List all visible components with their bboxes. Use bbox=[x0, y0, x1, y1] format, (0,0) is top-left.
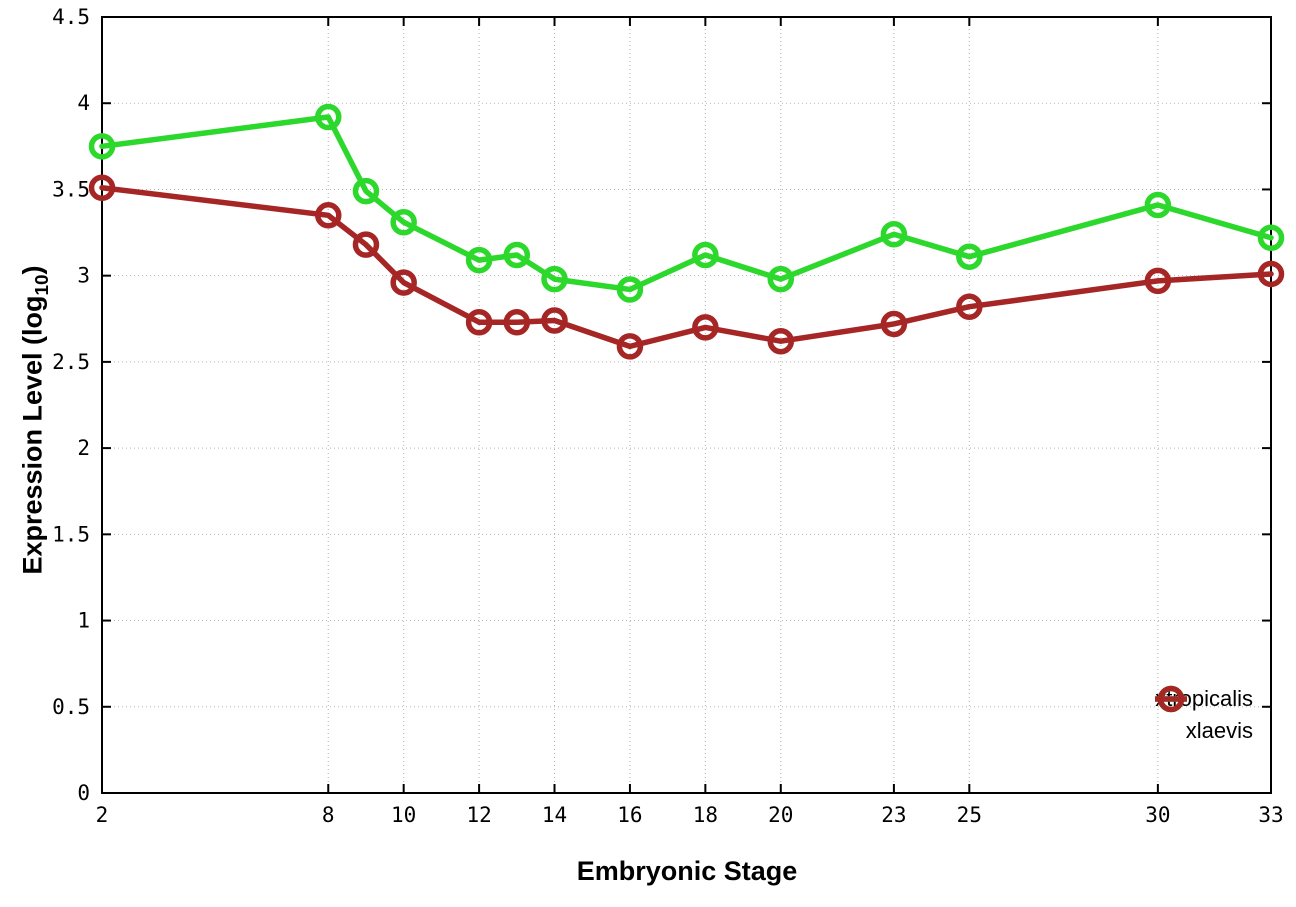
svg-text:14: 14 bbox=[542, 803, 567, 827]
svg-text:0: 0 bbox=[77, 781, 90, 805]
svg-text:3.5: 3.5 bbox=[52, 177, 90, 201]
legend-label: xlaevis bbox=[1185, 718, 1253, 743]
y-axis-title-subscript: 10 bbox=[31, 274, 53, 296]
y-axis-title-close: ) bbox=[17, 265, 48, 275]
svg-text:16: 16 bbox=[617, 803, 642, 827]
svg-text:8: 8 bbox=[322, 803, 335, 827]
svg-text:18: 18 bbox=[693, 803, 718, 827]
y-axis-title-text: Expression Level (log bbox=[17, 295, 48, 575]
legend-item-xlaevis: xlaevis bbox=[1155, 685, 1253, 747]
svg-text:0.5: 0.5 bbox=[52, 695, 90, 719]
svg-text:2.5: 2.5 bbox=[52, 350, 90, 374]
svg-text:2: 2 bbox=[77, 436, 90, 460]
svg-text:25: 25 bbox=[957, 803, 982, 827]
line-point-marker-icon bbox=[1155, 685, 1188, 713]
svg-text:2: 2 bbox=[96, 803, 109, 827]
svg-text:33: 33 bbox=[1258, 803, 1283, 827]
svg-text:1.5: 1.5 bbox=[52, 522, 90, 546]
legend: xtropicalis xlaevis bbox=[1155, 683, 1253, 747]
x-axis-title: Embryonic Stage bbox=[576, 856, 798, 886]
svg-text:12: 12 bbox=[466, 803, 491, 827]
svg-text:10: 10 bbox=[391, 803, 416, 827]
svg-text:4: 4 bbox=[77, 91, 90, 115]
svg-text:4.5: 4.5 bbox=[52, 5, 90, 29]
svg-text:3: 3 bbox=[77, 264, 90, 288]
svg-text:20: 20 bbox=[768, 803, 793, 827]
y-axis-title: Expression Level (log10) bbox=[17, 265, 53, 575]
svg-text:30: 30 bbox=[1145, 803, 1170, 827]
svg-text:23: 23 bbox=[881, 803, 906, 827]
svg-text:1: 1 bbox=[77, 609, 90, 633]
